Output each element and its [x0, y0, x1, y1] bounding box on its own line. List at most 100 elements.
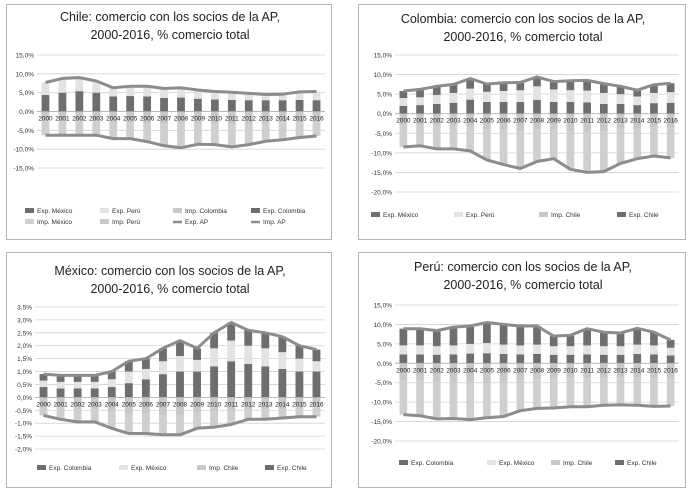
- bar-segment-neg: [210, 411, 219, 428]
- bar-segment-pos: [312, 349, 321, 362]
- bar-segment-neg: [633, 128, 642, 159]
- bar-segment-pos: [261, 332, 270, 349]
- bar-segment-pos: [516, 101, 525, 114]
- bar-segment-neg: [227, 411, 236, 425]
- bar-segment-neg: [483, 129, 491, 160]
- bar-segment-pos: [416, 354, 424, 364]
- bar-segment-neg: [466, 381, 475, 420]
- bar-segment-neg: [466, 127, 475, 151]
- bar-segment-neg: [432, 363, 441, 382]
- bar-segment-pos: [650, 103, 658, 114]
- bar-segment-neg: [466, 363, 475, 382]
- legend-label: Exp. México: [383, 212, 419, 219]
- chart-title-line: 2000-2016, % comercio total: [443, 278, 602, 292]
- y-tick-label: -20,0%: [371, 439, 392, 446]
- legend-swatch: [197, 465, 206, 470]
- bar-segment-pos: [650, 332, 658, 346]
- bar-segment-pos: [533, 344, 541, 354]
- y-tick-label: -10,0%: [13, 147, 34, 154]
- bar-segment-pos: [633, 344, 642, 354]
- bar-segment-neg: [58, 111, 67, 122]
- bar-segment-neg: [210, 397, 219, 412]
- bar-segment-pos: [650, 345, 658, 355]
- bar-segment-neg: [227, 111, 236, 125]
- bar-segment-pos: [516, 345, 525, 355]
- legend-swatch: [37, 465, 46, 470]
- bar-segment-pos: [124, 361, 133, 372]
- bar-segment-neg: [41, 120, 50, 136]
- bar-segment-neg: [449, 382, 458, 419]
- bar-segment-pos: [599, 92, 608, 104]
- bar-segment-neg: [432, 126, 441, 149]
- chart-title-line: Colombia: comercio con los socios de la …: [401, 12, 645, 26]
- x-tick-label: 2001: [53, 401, 68, 408]
- bar-segment-neg: [616, 377, 625, 405]
- bar-segment-pos: [143, 86, 152, 97]
- bar-segment-pos: [449, 102, 458, 114]
- x-tick-label: 2006: [139, 401, 154, 408]
- bar-segment-neg: [124, 414, 133, 434]
- bar-segment-pos: [295, 345, 304, 359]
- bar-segment-pos: [56, 388, 65, 398]
- bar-segment-pos: [432, 103, 441, 114]
- bar-segment-pos: [416, 328, 424, 346]
- bar-segment-neg: [126, 111, 135, 123]
- bar-segment-pos: [107, 387, 116, 398]
- bar-segment-pos: [432, 86, 441, 95]
- bar-segment-pos: [583, 328, 591, 346]
- y-tick-label: 5,0%: [19, 90, 34, 97]
- bar-segment-pos: [176, 356, 184, 372]
- bar-segment-pos: [516, 82, 525, 91]
- chart-svg-peru: Perú: comercio con los socios de la AP, 2…: [371, 260, 679, 467]
- bar-segment-pos: [210, 99, 219, 112]
- bar-segment-neg: [533, 363, 541, 379]
- bar-segment-pos: [466, 88, 475, 100]
- x-tick-label: 2012: [597, 367, 612, 374]
- bar-segment-neg: [261, 123, 270, 142]
- bar-segment-neg: [295, 111, 304, 123]
- bar-segment-neg: [295, 407, 304, 417]
- bar-segment-pos: [90, 388, 99, 398]
- x-tick-label: 2004: [463, 118, 478, 125]
- bar-segment-pos: [41, 94, 50, 112]
- bar-segment-neg: [92, 111, 101, 122]
- bar-segment-pos: [616, 346, 625, 355]
- y-tick-label: 0,0%: [17, 395, 32, 402]
- bar-segment-neg: [516, 380, 525, 411]
- bar-segment-neg: [666, 113, 675, 129]
- bar-segment-pos: [244, 363, 253, 398]
- y-tick-label: -1,5%: [15, 434, 32, 441]
- legend-label: Exp. México: [499, 460, 535, 467]
- bar-segment-neg: [39, 397, 48, 407]
- bar-segment-pos: [159, 374, 167, 398]
- chart-panel-colombia: Colombia: comercio con los socios de la …: [358, 4, 686, 240]
- legend-swatch: [615, 460, 624, 465]
- bar-segment-pos: [533, 325, 541, 345]
- bar-segment-pos: [449, 327, 458, 346]
- bar-segment-neg: [160, 124, 168, 146]
- x-tick-label: 2007: [156, 401, 171, 408]
- bar-segment-pos: [449, 345, 458, 355]
- bar-segment-pos: [549, 346, 558, 355]
- bar-segment-neg: [533, 378, 541, 409]
- bar-segment-neg: [244, 408, 253, 420]
- x-tick-label: 2012: [597, 118, 612, 125]
- bar-segment-neg: [109, 111, 118, 123]
- bar-segment-pos: [416, 97, 424, 106]
- bar-segment-pos: [516, 354, 525, 364]
- bar-segment-pos: [499, 82, 508, 92]
- bar-segment-neg: [416, 380, 424, 416]
- bar-segment-pos: [58, 92, 67, 112]
- x-tick-label: 2011: [225, 116, 239, 123]
- bar-segment-pos: [483, 353, 491, 364]
- bar-segment-pos: [399, 91, 408, 99]
- bar-segment-neg: [566, 131, 575, 170]
- bar-segment-neg: [194, 123, 202, 145]
- bar-segment-pos: [599, 332, 608, 347]
- bar-segment-neg: [583, 132, 591, 173]
- bar-segment-neg: [107, 397, 116, 412]
- x-tick-label: 2006: [140, 116, 155, 123]
- bar-segment-neg: [583, 363, 591, 379]
- bar-segment-neg: [516, 363, 525, 381]
- legend-label: Imp. México: [37, 219, 72, 226]
